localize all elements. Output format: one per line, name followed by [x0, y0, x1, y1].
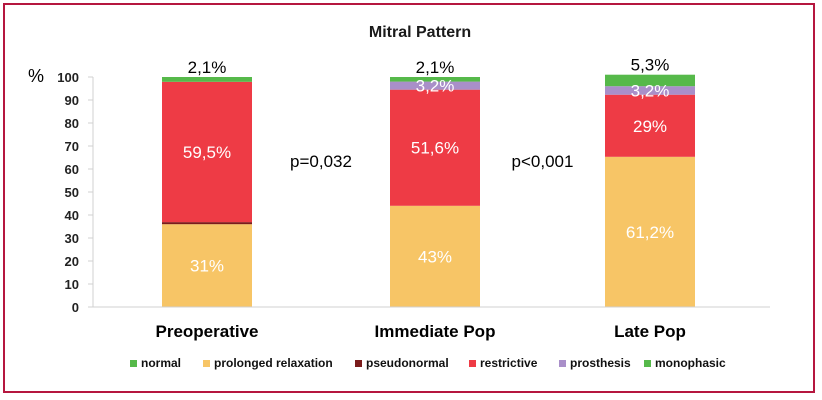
bar-segment-normal — [605, 74, 695, 87]
data-label: 3,2% — [416, 77, 455, 96]
bar-segment-prolonged-relaxation — [390, 205, 480, 307]
legend-label: pseudonormal — [366, 356, 449, 370]
legend-label: normal — [141, 356, 181, 370]
y-tick-label: 30 — [65, 231, 79, 246]
p-value-annotation: p<0,001 — [512, 152, 574, 171]
x-axis: Preoperative Immediate Pop Late Pop — [93, 306, 770, 341]
x-tick-label: Immediate Pop — [375, 322, 496, 341]
y-tick-label: 60 — [65, 162, 79, 177]
y-tick-label: 70 — [65, 139, 79, 154]
data-label: 31% — [190, 257, 224, 276]
legend-swatch-monophasic — [644, 360, 651, 367]
bar-segment-normal — [390, 77, 480, 82]
y-tick-label: 50 — [65, 185, 79, 200]
bar-segment-prosthesis — [605, 86, 695, 95]
bar-segment-restrictive — [605, 94, 695, 157]
legend-swatch-normal — [130, 360, 137, 367]
x-tick-label: Preoperative — [156, 322, 259, 341]
bar-segment-restrictive — [162, 81, 252, 223]
y-tick-label: 100 — [57, 70, 79, 85]
y-axis: 0 10 20 30 40 50 60 70 80 90 100 — [57, 70, 94, 315]
legend-label: prosthesis — [570, 356, 631, 370]
data-label: 2,1% — [188, 58, 227, 77]
bar-segment-pseudonormal — [162, 222, 252, 225]
y-axis-label: % — [28, 66, 44, 86]
bars — [162, 74, 695, 307]
annotations: p=0,032 p<0,001 — [290, 152, 573, 171]
chart-frame — [3, 3, 815, 393]
y-tick-label: 80 — [65, 116, 79, 131]
chart-title: Mitral Pattern — [369, 24, 471, 41]
data-label: 2,1% — [416, 58, 455, 77]
bar-segment-normal — [162, 77, 252, 82]
legend-label: monophasic — [655, 356, 726, 370]
data-label: 29% — [633, 117, 667, 136]
y-tick-label: 20 — [65, 254, 79, 269]
legend-swatch-restrictive — [469, 360, 476, 367]
legend-swatch-prolonged-relaxation — [203, 360, 210, 367]
legend-swatch-pseudonormal — [355, 360, 362, 367]
x-tick-label: Late Pop — [614, 322, 686, 341]
data-label: 59,5% — [183, 143, 231, 162]
y-tick-label: 0 — [72, 300, 79, 315]
data-label: 3,2% — [631, 81, 670, 100]
bar-segment-prosthesis — [390, 81, 480, 90]
y-tick-label: 90 — [65, 93, 79, 108]
data-label: 51,6% — [411, 139, 459, 158]
legend-label: prolonged relaxation — [214, 356, 333, 370]
legend: normal prolonged relaxation pseudonormal re… — [130, 356, 726, 370]
data-label: 5,3% — [631, 56, 670, 75]
y-tick-label: 40 — [65, 208, 79, 223]
bar-segment-prolonged-relaxation — [605, 156, 695, 307]
data-label: 43% — [418, 247, 452, 266]
p-value-annotation: p=0,032 — [290, 152, 352, 171]
bar-segment-prolonged-relaxation — [162, 224, 252, 307]
y-tick-label: 10 — [65, 277, 79, 292]
bar-segment-restrictive — [390, 89, 480, 206]
legend-label: restrictive — [480, 356, 538, 370]
bar-labels: 31%59,5%2,1%43%51,6%3,2%2,1%61,2%29%3,2%… — [183, 56, 674, 276]
legend-swatch-prosthesis — [559, 360, 566, 367]
data-label: 61,2% — [626, 223, 674, 242]
